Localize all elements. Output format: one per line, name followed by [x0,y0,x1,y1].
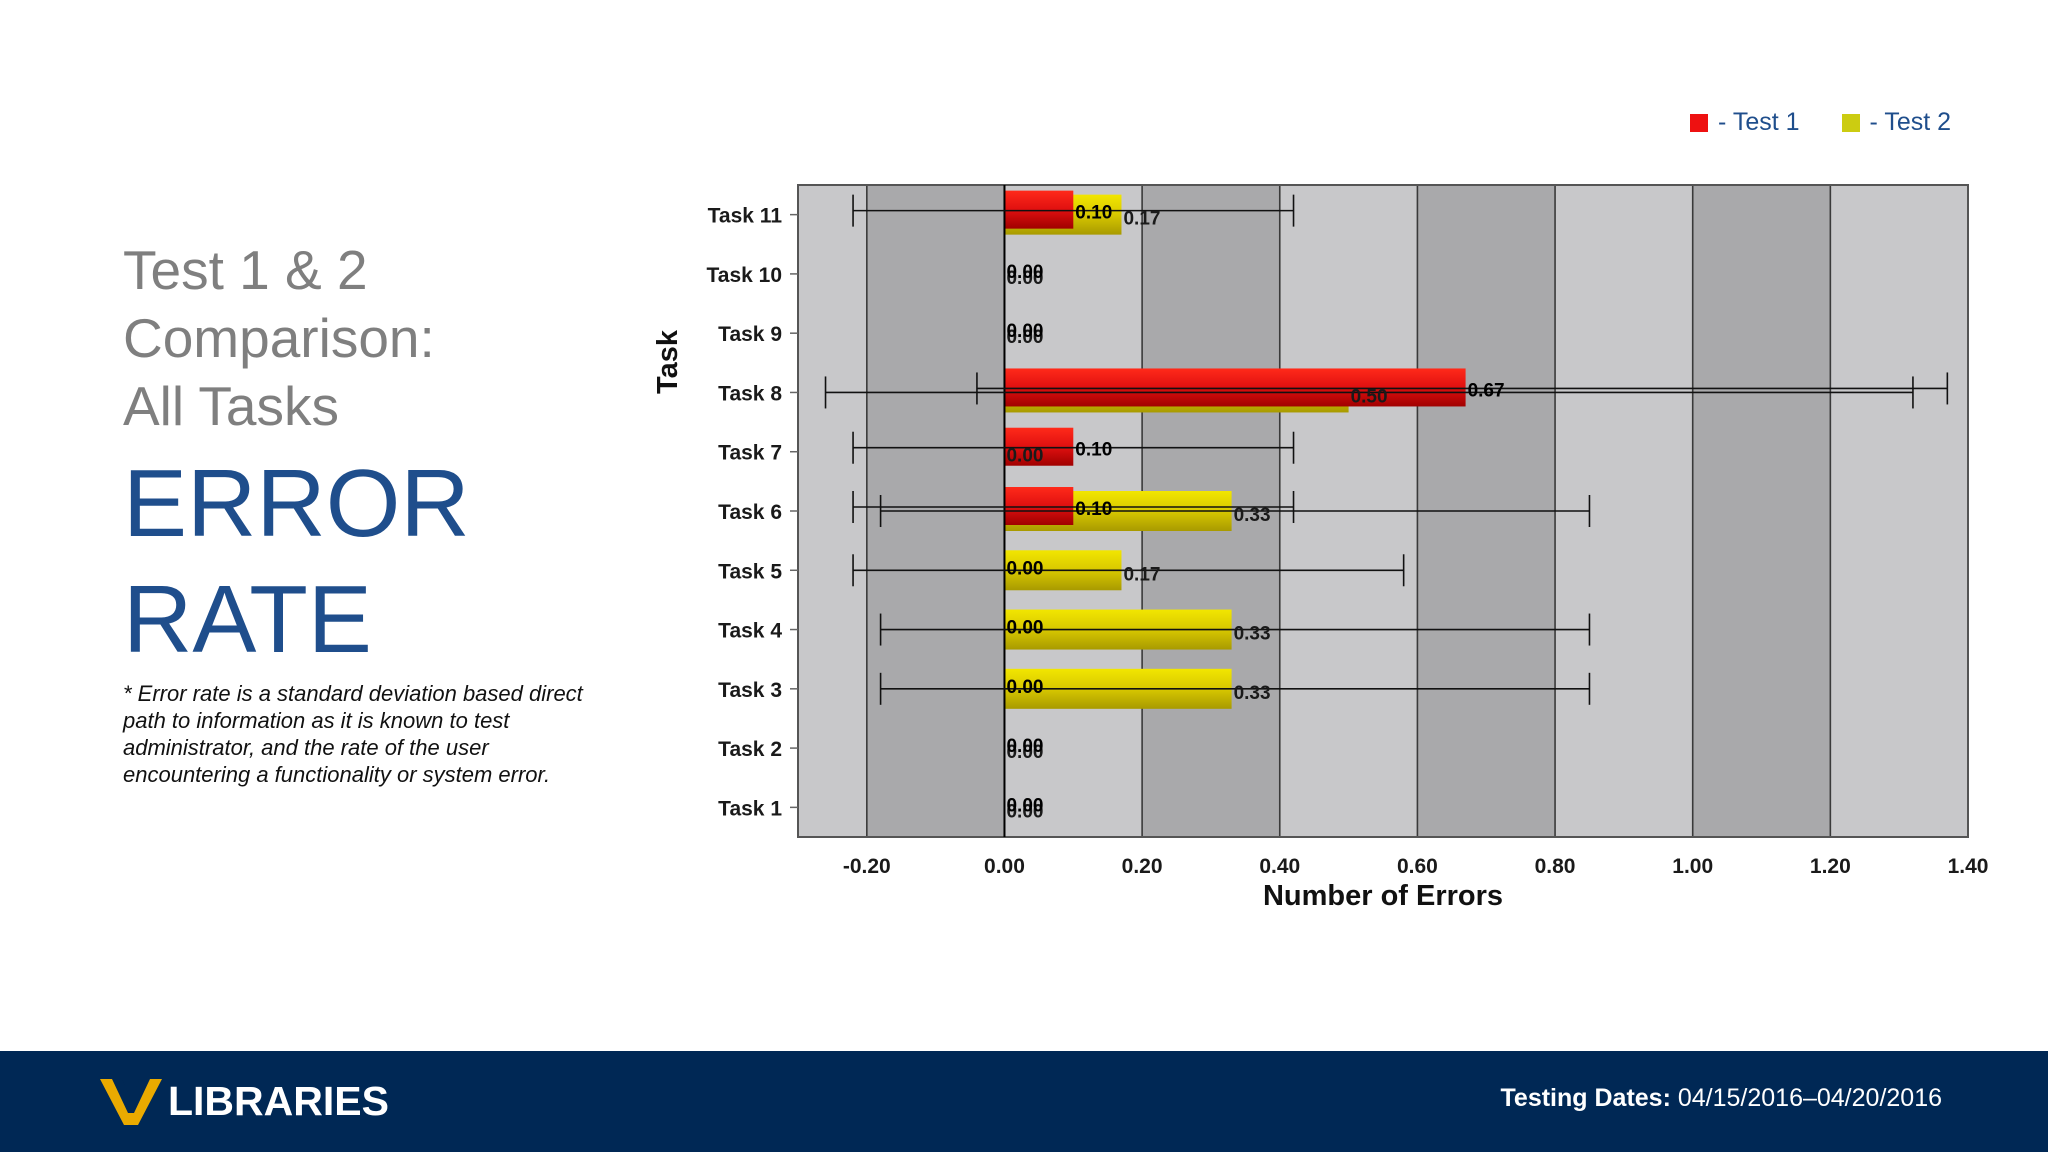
grid-band [1830,185,1968,837]
data-label-test-1: 0.00 [1006,677,1043,698]
data-label-test-2: 0.33 [1234,624,1271,645]
data-label-test-2: 0.00 [1006,801,1043,822]
slide-headline: ERROR RATE [123,446,643,678]
subtitle-line: All Tasks [123,375,339,437]
testing-dates: Testing Dates: 04/15/2016–04/20/2016 [1501,1084,1943,1113]
x-tick-label: 0.20 [1122,855,1163,878]
y-tick-label: Task 6 [718,501,782,524]
x-tick-label: 1.40 [1948,855,1989,878]
wvu-libraries-logo: LIBRARIES [98,1073,389,1129]
data-label-test-2: 0.33 [1234,683,1271,704]
x-tick-label: 1.20 [1810,855,1851,878]
y-tick-label: Task 4 [718,620,782,643]
x-tick-label: 1.00 [1672,855,1713,878]
data-label-test-1: 0.10 [1075,203,1112,224]
data-label-test-1: 0.00 [1006,618,1043,639]
bar-test-1 [1004,487,1074,525]
data-label-test-1: 0.00 [1006,795,1043,816]
y-tick-label: Task 7 [718,442,782,465]
data-label-test-1: 0.10 [1075,499,1112,520]
headline-line: RATE [123,566,372,673]
chart-legend: - Test 1 - Test 2 [1690,108,1951,137]
y-tick-label: Task 10 [707,264,783,287]
x-axis-title: Number of Errors [1263,880,1503,912]
x-tick-label: 0.00 [984,855,1025,878]
slide-subtitle: Test 1 & 2 Comparison: All Tasks [123,236,643,440]
data-label-test-1: 0.67 [1468,380,1505,401]
legend-label: - Test 2 [1869,108,1952,136]
legend-swatch [1841,113,1860,132]
flying-wv-icon [100,1079,162,1125]
data-label-test-2: 0.00 [1006,327,1043,348]
data-label-test-2: 0.00 [1006,742,1043,763]
y-tick-label: Task 1 [718,797,782,820]
y-axis-title: Task [652,329,684,394]
data-label-test-1: 0.00 [1006,558,1043,579]
headline-line: ERROR [123,450,470,557]
legend-label: - Test 1 [1718,108,1800,136]
y-tick-label: Task 2 [718,738,782,761]
testing-dates-value: 04/15/2016–04/20/2016 [1670,1084,1942,1112]
data-label-test-2: 0.33 [1234,505,1271,526]
logo-text: LIBRARIES [168,1077,389,1124]
error-rate-chart: 0.170.100.000.000.000.000.50 0.670.00 0.10… [652,184,1989,912]
x-tick-label: -0.20 [843,855,891,878]
data-label-test-2: 0.17 [1123,564,1160,585]
legend-item-test-1: - Test 1 [1690,108,1800,137]
data-label-test-2: 0.00 [1006,446,1043,467]
data-label-test-1: 0.10 [1075,440,1112,461]
legend-item-test-2: - Test 2 [1841,108,1952,137]
data-label-test-2: 0.00 [1006,268,1043,289]
x-tick-label: 0.40 [1259,855,1300,878]
y-tick-label: Task 3 [718,679,782,702]
grid-band [1692,185,1831,837]
testing-dates-label: Testing Dates: [1500,1084,1671,1112]
data-label-test-2: 0.50 [1351,386,1388,407]
bar-test-1 [1004,368,1466,407]
x-tick-label: 0.60 [1397,855,1438,878]
data-label-test-1: 0.00 [1006,262,1043,283]
y-tick-label: Task 11 [708,205,783,228]
legend-swatch [1690,113,1708,132]
footer-bar: LIBRARIES Testing Dates: 04/15/2016–04/2… [0,1051,2048,1152]
subtitle-line: Comparison: [123,307,435,369]
data-label-test-1: 0.00 [1006,736,1043,757]
grid-band [798,185,867,837]
title-block: Test 1 & 2 Comparison: All Tasks ERROR R… [123,236,643,788]
y-tick-label: Task 8 [718,382,782,405]
data-label-test-2: 0.17 [1123,209,1160,230]
x-tick-label: 0.80 [1535,855,1576,878]
bar-test-1 [1004,190,1074,229]
bar-test-1 [1004,427,1074,466]
subtitle-line: Test 1 & 2 [123,239,368,301]
footnote: * Error rate is a standard deviation bas… [123,681,583,787]
y-tick-label: Task 5 [718,560,782,583]
data-label-test-1: 0.00 [1006,321,1043,342]
y-tick-label: Task 9 [718,323,782,346]
